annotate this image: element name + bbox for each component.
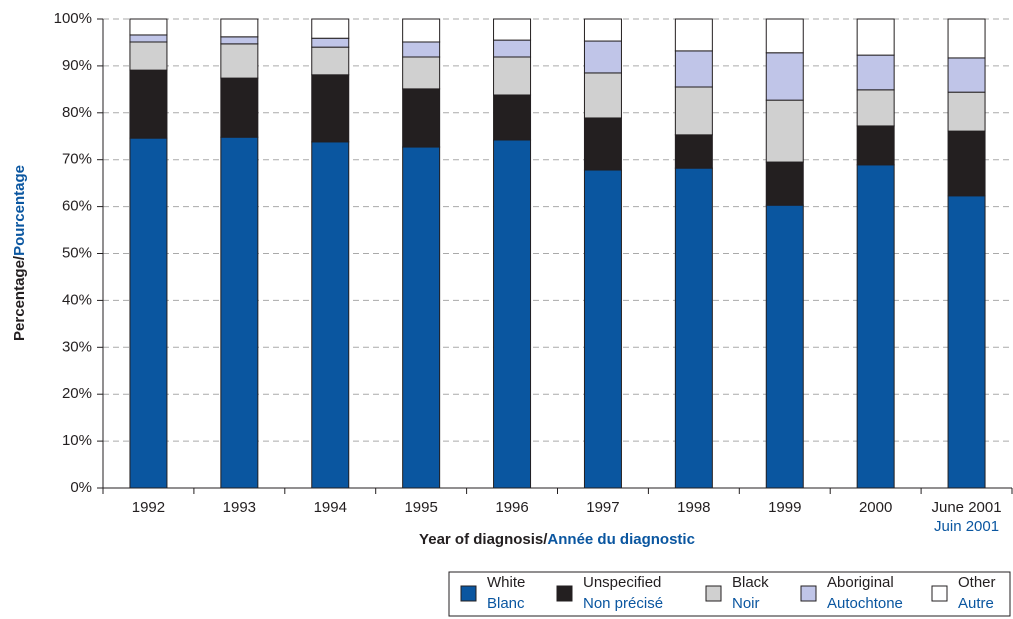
bar-segment [856, 164, 895, 489]
bar-segment [493, 56, 532, 96]
bar-segment [402, 41, 441, 58]
x-tick-label: 1994 [314, 499, 347, 516]
y-label-en: Percentage/ [11, 255, 28, 341]
legend-swatch [460, 585, 477, 602]
bar-segment [311, 46, 350, 76]
bar-segment [583, 72, 622, 119]
bar-segment [765, 18, 804, 54]
bar-segment [947, 91, 986, 132]
bar-segment [947, 57, 986, 93]
bar-segment [583, 18, 622, 42]
legend-label-fr: Non précisé [583, 595, 663, 612]
y-tick-label: 80% [62, 104, 92, 121]
y-tick-label: 60% [62, 198, 92, 215]
legend-label: Unspecified [583, 574, 661, 591]
x-tick-label: 1992 [132, 499, 165, 516]
bar-segment [220, 36, 259, 45]
bar-segment [856, 89, 895, 127]
legend-label: Aboriginal [827, 574, 894, 591]
bar-segment [311, 37, 350, 48]
y-tick-label: 20% [62, 385, 92, 402]
y-axis-label: Percentage/Pourcentage [11, 165, 28, 341]
bar-segment [856, 18, 895, 56]
legend-label-fr: Blanc [487, 595, 525, 612]
y-tick-label: 10% [62, 432, 92, 449]
bar-segment [583, 169, 622, 489]
bar-segment [129, 18, 168, 36]
x-tick-label: 1997 [586, 499, 619, 516]
x-tick-label: 2000 [859, 499, 892, 516]
bar-segment [311, 141, 350, 489]
bar-segment [493, 18, 532, 41]
bar-segment [493, 94, 532, 141]
bar-segment [674, 50, 713, 88]
x-tick-sublabel: Juin 2001 [934, 518, 999, 535]
legend-swatch [556, 585, 573, 602]
x-tick-label: 1996 [495, 499, 528, 516]
bar-segment [493, 139, 532, 489]
bar-segment [674, 18, 713, 52]
bar-segment [947, 130, 986, 197]
x-axis-label: Year of diagnosis/Année du diagnostic [419, 531, 695, 548]
bar-segment [583, 40, 622, 74]
legend-swatch [931, 585, 948, 602]
bar-segment [402, 88, 441, 148]
bar-segment [765, 204, 804, 489]
y-tick-label: 30% [62, 338, 92, 355]
legend-label-fr: Noir [732, 595, 760, 612]
legend-label: Black [732, 574, 769, 591]
y-tick-label: 0% [70, 479, 92, 496]
bar-segment [493, 39, 532, 58]
y-tick-label: 50% [62, 244, 92, 261]
legend-label-fr: Autochtone [827, 595, 903, 612]
bar-segment [674, 134, 713, 169]
legend-swatch [800, 585, 817, 602]
legend-label-fr: Autre [958, 595, 994, 612]
bar-segment [583, 117, 622, 171]
x-tick-label: 1995 [404, 499, 437, 516]
bar-segment [856, 54, 895, 91]
bar-segment [311, 74, 350, 143]
bar-segment [220, 43, 259, 79]
y-tick-label: 90% [62, 57, 92, 74]
bar-segment [129, 34, 168, 43]
bar-segment [220, 18, 259, 38]
bar-segment [674, 167, 713, 489]
bar-segment [947, 195, 986, 489]
x-label-fr: Année du diagnostic [547, 531, 695, 548]
legend-label: Other [958, 574, 996, 591]
bar-segment [402, 56, 441, 90]
bar-segment [220, 136, 259, 489]
bar-segment [311, 18, 350, 39]
y-label-fr: Pourcentage [11, 165, 28, 256]
bar-segment [402, 18, 441, 43]
y-tick-label: 40% [62, 291, 92, 308]
bar-segment [765, 52, 804, 101]
bar-segment [402, 146, 441, 489]
bar-segment [220, 77, 259, 138]
bar-segment [947, 18, 986, 59]
bar-segment [129, 69, 168, 139]
bar-segment [765, 99, 804, 163]
legend-label: White [487, 574, 525, 591]
x-tick-label: June 2001 [932, 499, 1002, 516]
x-tick-label: 1999 [768, 499, 801, 516]
x-label-en: Year of diagnosis/ [419, 531, 548, 548]
y-tick-label: 70% [62, 151, 92, 168]
bar-segment [765, 161, 804, 206]
bar-segment [129, 41, 168, 71]
x-tick-label: 1993 [223, 499, 256, 516]
bar-segment [856, 125, 895, 166]
y-tick-label: 100% [54, 10, 92, 27]
bar-segment [129, 137, 168, 489]
x-tick-label: 1998 [677, 499, 710, 516]
bar-segment [674, 86, 713, 136]
legend-box [448, 571, 1011, 617]
legend-swatch [705, 585, 722, 602]
